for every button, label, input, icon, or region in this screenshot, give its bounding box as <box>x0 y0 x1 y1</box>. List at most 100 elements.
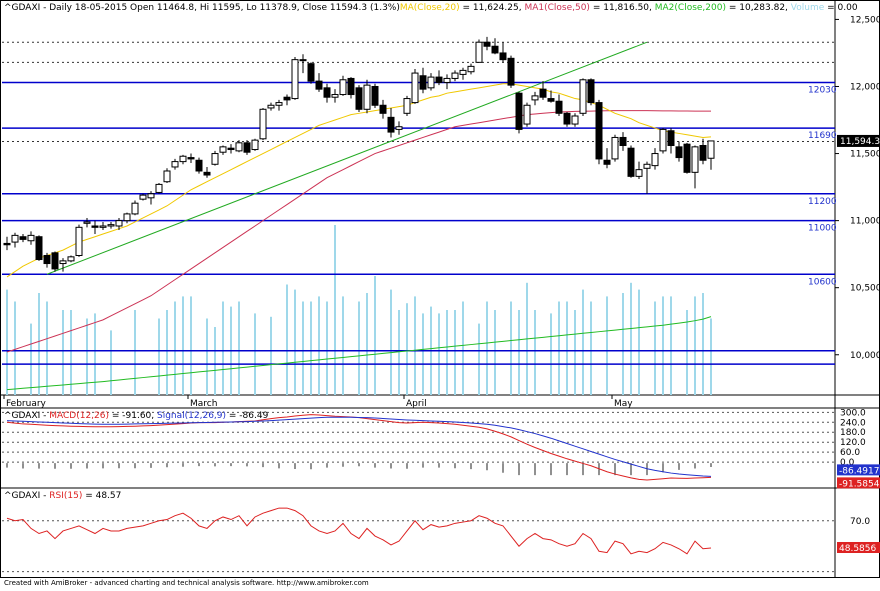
ma50-line <box>6 110 711 353</box>
candle <box>59 260 67 265</box>
candle <box>667 130 675 147</box>
candle <box>619 136 627 147</box>
volume-bar <box>422 313 424 395</box>
volume-bar <box>694 296 696 395</box>
candle <box>203 171 211 176</box>
volume-bar <box>294 289 296 395</box>
volume-bar <box>486 301 488 395</box>
volume-bar <box>70 310 72 395</box>
candle <box>467 65 475 73</box>
candle <box>227 147 235 151</box>
volume-bar <box>638 289 640 395</box>
candle <box>491 45 499 54</box>
volume-bar <box>670 296 672 395</box>
candle <box>635 169 643 177</box>
candle <box>3 242 11 246</box>
outer-frame <box>0 0 880 578</box>
header-segment: = 48.57 <box>82 491 121 501</box>
volume-bar <box>182 296 184 395</box>
macd-tick-label: 0.0 <box>840 458 855 468</box>
volume-bar <box>558 301 560 395</box>
candle <box>267 104 275 109</box>
header-segment: Signal(12,26,9) <box>157 411 226 421</box>
macd-tick-label: 180.0 <box>840 428 866 438</box>
candle <box>27 234 35 242</box>
candle <box>699 145 707 161</box>
candle <box>627 147 635 177</box>
volume-bar <box>134 310 136 395</box>
candle <box>459 69 467 75</box>
volume-bar <box>518 310 520 395</box>
candle <box>147 193 155 199</box>
candle <box>291 59 299 100</box>
candle <box>531 95 539 101</box>
candle <box>219 146 227 153</box>
candle <box>403 98 411 114</box>
month-label: April <box>406 399 427 409</box>
ma200-line <box>6 316 712 391</box>
volume-bar <box>438 313 440 395</box>
header-segment: Volume <box>791 3 825 13</box>
volume-bar <box>406 303 408 395</box>
candle <box>395 126 403 130</box>
candle <box>115 220 123 227</box>
y-tick-label: 11,000 <box>850 217 880 227</box>
candle <box>107 224 115 227</box>
month-label: May <box>614 399 633 409</box>
candle <box>515 92 523 130</box>
macd-value-label: -91.5854 <box>839 479 880 489</box>
macd-tick-label: 300.0 <box>840 408 866 418</box>
candle <box>315 80 323 90</box>
header-segment: ^GDAXI - Daily 18-05-2015 Open 11464.8, … <box>4 3 400 13</box>
candle <box>243 142 251 153</box>
candle <box>443 77 451 83</box>
candle <box>603 159 611 165</box>
volume-bar <box>510 301 512 395</box>
volume-bar <box>398 310 400 395</box>
volume-bar <box>358 301 360 395</box>
candle <box>179 155 187 163</box>
volume-bar <box>494 310 496 395</box>
volume-bar <box>590 301 592 395</box>
y-tick-label: 10,000 <box>850 351 880 361</box>
header-segment: = 11,816.50, <box>590 3 655 13</box>
candle <box>707 140 715 159</box>
candle <box>427 76 435 89</box>
candle <box>675 146 683 159</box>
volume-bar <box>238 301 240 395</box>
candle <box>659 128 667 152</box>
candle <box>131 202 139 215</box>
rsi-header: ^GDAXI - RSI(15) = 48.57 <box>4 491 121 501</box>
candle <box>195 159 203 172</box>
volume-bar <box>14 301 16 395</box>
header-segment: MA2(Close,200) <box>655 3 726 13</box>
candle <box>683 143 691 173</box>
candle <box>339 79 347 96</box>
volume-bar <box>286 284 288 395</box>
candle <box>299 59 307 62</box>
volume-bar <box>6 289 8 395</box>
candle <box>91 225 99 228</box>
candle <box>355 87 363 110</box>
volume-bar <box>38 293 40 395</box>
macd-tick-label: 120.0 <box>840 438 866 448</box>
candle <box>123 213 131 222</box>
candle <box>379 104 387 114</box>
candle <box>283 96 291 101</box>
volume-bar <box>310 301 312 395</box>
volume-bar <box>222 301 224 395</box>
candle <box>75 226 83 256</box>
rsi-value-label: 48.5856 <box>839 544 876 554</box>
footer-credit: Created with AmiBroker - advanced charti… <box>4 579 369 587</box>
level-label: 11000 <box>808 224 837 234</box>
volume-bar <box>550 313 552 395</box>
volume-bar <box>662 296 664 395</box>
candle <box>611 136 619 160</box>
last-price-label: 11,594.3 <box>840 137 880 147</box>
header-segment: ^GDAXI - <box>4 411 49 421</box>
candle <box>595 102 603 160</box>
level-label: 11200 <box>808 197 837 207</box>
candle <box>211 153 219 165</box>
macd-histogram <box>6 463 712 476</box>
volume-bar <box>686 310 688 395</box>
